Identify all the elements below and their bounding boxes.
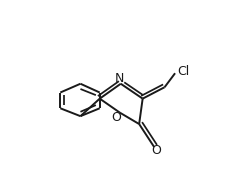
Text: O: O (111, 111, 121, 124)
Text: O: O (151, 144, 161, 157)
Text: Cl: Cl (177, 65, 189, 78)
Text: N: N (115, 72, 124, 85)
